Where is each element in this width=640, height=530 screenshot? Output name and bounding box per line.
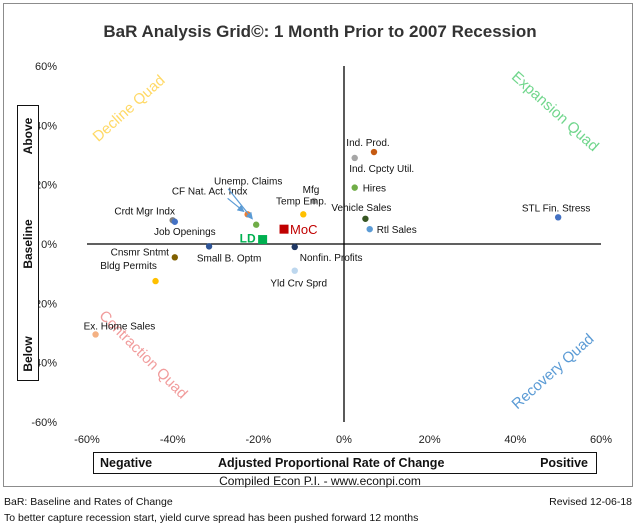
point-label-cf-nat-act-indx: CF Nat. Act. Indx: [172, 186, 248, 197]
point-ind-cpcty-util: [351, 154, 358, 162]
chart-frame: [3, 3, 633, 487]
x-tick-label: -40%: [160, 434, 186, 446]
point-nonfin-profits: [291, 243, 298, 251]
x-tick-label: 20%: [419, 434, 441, 446]
y-tick-label: -60%: [31, 417, 57, 429]
quadrant-label-recovery: Recovery Quad: [509, 330, 598, 412]
point-stl-fin-stress: [554, 214, 562, 221]
point-label-ld: LD: [240, 232, 256, 246]
point-label-small-b-optm: Small B. Optm: [197, 253, 261, 264]
x-tick-label: -60%: [74, 434, 100, 446]
point-label-nonfin-profits: Nonfin. Profits: [300, 253, 363, 264]
x-axis-label-negative: Negative: [100, 456, 153, 470]
point-label-vehicle-sales: Vehicle Sales: [331, 203, 391, 214]
x-axis-label-box: Negative Adjusted Proportional Rate of C…: [93, 452, 597, 474]
callout-arrow-unemp-claims: [227, 188, 253, 220]
point-yld-crv-sprd: [291, 267, 298, 274]
quadrant-label-decline: Decline Quad: [90, 72, 169, 145]
y-tick-label: 20%: [35, 180, 57, 192]
x-axis-label-positive: Positive: [540, 456, 588, 470]
point-moc: [279, 224, 289, 234]
x-tick-label: 40%: [504, 434, 526, 446]
point-label-bldg-permits: Bldg Permits: [100, 261, 157, 272]
y-tick-label: 0%: [41, 239, 57, 251]
x-tick-label: 0%: [336, 434, 352, 446]
point-temp-emp: [300, 211, 307, 218]
point-label-unemp-claims: Unemp. Claims: [214, 177, 282, 188]
point-label-rtl-sales: Rtl Sales: [377, 225, 417, 236]
y-tick-label: 40%: [35, 120, 57, 132]
revised-date: Revised 12-06-18: [549, 496, 632, 508]
point-ex-home-sales: [92, 331, 99, 338]
y-axis-label-baseline: Baseline: [21, 219, 35, 269]
point-rtl-sales: [366, 225, 373, 233]
point-hires: [351, 184, 358, 191]
point-label-ind-prod: Ind. Prod.: [346, 138, 389, 149]
point-label-moc: MoC: [290, 222, 317, 237]
legend-note: BaR: Baseline and Rates of Change: [4, 496, 173, 508]
y-axis-label-below: Below: [21, 336, 35, 372]
point-unemp-claims: [252, 221, 260, 228]
compiled-credit: Compiled Econ P.I. - www.econpi.com: [219, 474, 421, 488]
y-axis-label-box: Above Baseline Below: [17, 105, 39, 381]
point-label-mfg: Mfg: [303, 185, 320, 196]
point-label-yld-crv-sprd: Yld Crv Sprd: [270, 279, 327, 290]
point-label-crdt-mgr-indx: Crdt Mgr Indx: [114, 206, 175, 217]
y-axis-label-above: Above: [21, 117, 35, 155]
chart-title: BaR Analysis Grid©: 1 Month Prior to 200…: [103, 22, 537, 41]
point-ind-prod: [370, 148, 378, 156]
point-small-b-optm: [205, 243, 213, 250]
y-tick-label: 60%: [35, 61, 57, 73]
point-vehicle-sales: [362, 215, 369, 222]
callout-arrow-cf-nat-act-indx: [227, 197, 245, 213]
footnote: To better capture recession start, yield…: [4, 512, 419, 524]
x-axis-label-center: Adjusted Proportional Rate of Change: [218, 456, 445, 470]
point-cnsmr-sntmt: [171, 254, 179, 261]
x-tick-label: 60%: [590, 434, 612, 446]
point-label-stl-fin-stress: STL Fin. Stress: [522, 203, 591, 214]
point-label-ex-home-sales: Ex. Home Sales: [84, 321, 156, 332]
point-label-job-openings: Job Openings: [154, 227, 216, 238]
point-mfg: [310, 197, 318, 205]
point-ld: [258, 235, 268, 245]
point-bldg-permits: [152, 277, 159, 285]
x-tick-label: -20%: [245, 434, 271, 446]
point-label-temp-emp: Temp Emp.: [276, 196, 327, 207]
quadrant-label-expansion: Expansion Quad: [508, 68, 602, 155]
point-label-cnsmr-sntmt: Cnsmr Sntmt: [111, 247, 170, 258]
point-job-openings: [171, 218, 179, 225]
point-label-hires: Hires: [363, 184, 386, 195]
point-label-ind-cpcty-util: Ind. Cpcty Util.: [349, 164, 414, 175]
